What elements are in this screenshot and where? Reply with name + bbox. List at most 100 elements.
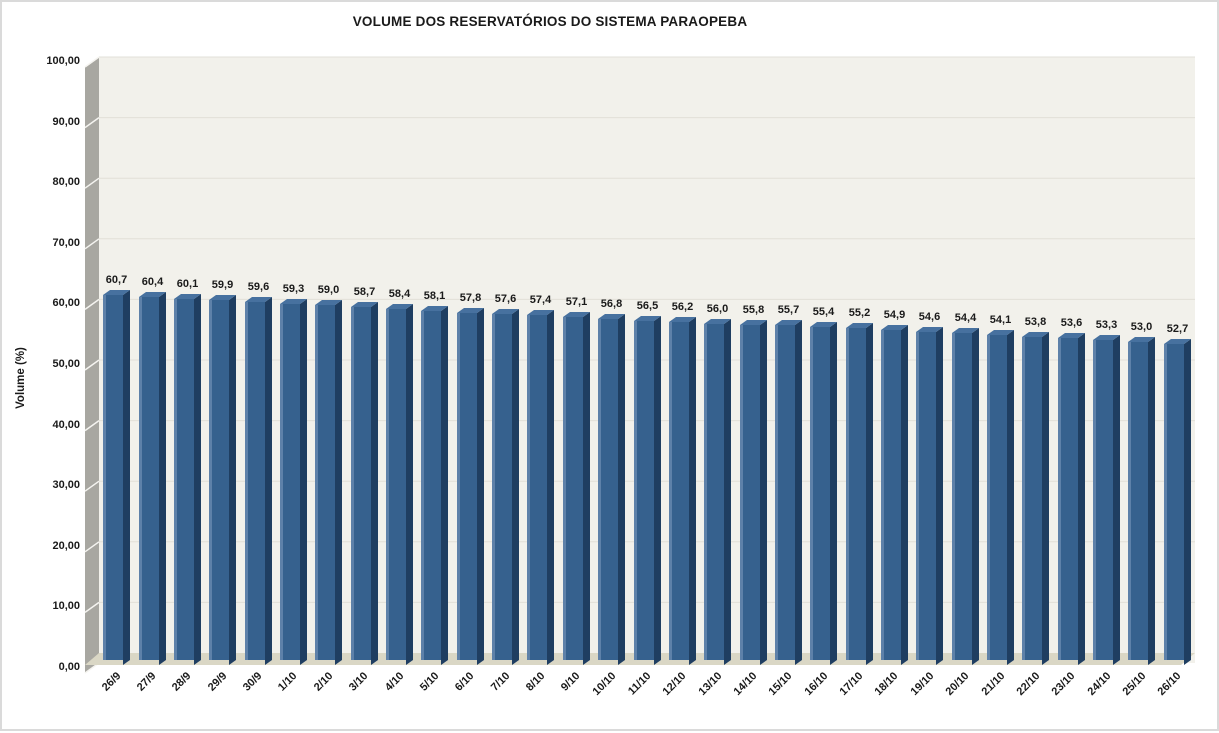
wall-tick xyxy=(84,480,100,492)
y-tick-label: 0,00 xyxy=(58,661,80,673)
bar-side-face xyxy=(901,325,908,665)
bar-front-face xyxy=(245,302,265,660)
bar-side-face xyxy=(654,316,661,665)
bar-top-face xyxy=(139,292,166,297)
bar-top-face xyxy=(1093,335,1120,340)
bar-data-label: 58,7 xyxy=(353,286,376,298)
bar-top-face xyxy=(563,312,590,317)
bar-front-face xyxy=(139,297,159,660)
bar-front-face xyxy=(457,313,477,660)
bar-front-face xyxy=(669,322,689,660)
y-tick-label: 80,00 xyxy=(52,176,80,189)
y-tick-label: 40,00 xyxy=(52,418,80,431)
bar-top-face xyxy=(704,319,731,324)
y-tick-label: 90,00 xyxy=(52,115,80,128)
wall-ticks xyxy=(84,56,100,674)
y-tick-label: 60,00 xyxy=(52,297,80,310)
bar-front-face xyxy=(209,300,229,660)
bar-front-face xyxy=(634,321,654,660)
wall-tick xyxy=(84,601,100,614)
wall-tick xyxy=(84,419,100,432)
bar-front-face xyxy=(704,324,724,660)
chart-title: VOLUME DOS RESERVATÓRIOS DO SISTEMA PARA… xyxy=(352,14,748,29)
y-tick-label: 50,00 xyxy=(52,358,80,370)
bar-front-face xyxy=(1164,344,1184,660)
bar-top-face xyxy=(846,323,873,328)
bar-front-face xyxy=(103,295,123,660)
bar-data-label: 58,4 xyxy=(388,288,411,300)
bar-data-label: 55,4 xyxy=(812,306,835,318)
bar-top-face xyxy=(916,327,943,332)
bar-side-face xyxy=(1042,332,1049,665)
bar-front-face xyxy=(280,304,300,660)
bar-top-face xyxy=(527,310,554,315)
bar-front-face xyxy=(174,299,194,660)
bar-data-label: 54,4 xyxy=(954,312,977,324)
bar-front-face xyxy=(740,325,760,660)
bar-top-face xyxy=(351,302,378,307)
bar-top-face xyxy=(810,322,837,327)
bar-data-label: 55,8 xyxy=(742,304,765,316)
bar-data-label: 53,8 xyxy=(1024,316,1047,328)
bar-top-face xyxy=(1022,332,1049,337)
bar-side-face xyxy=(229,295,236,665)
bar-front-face xyxy=(916,332,936,660)
bar-data-label: 59,3 xyxy=(282,283,305,295)
bar-data-label: 54,9 xyxy=(883,309,906,321)
bar-front-face xyxy=(492,314,512,660)
bar-side-face xyxy=(760,320,767,665)
bar-data-label: 53,0 xyxy=(1130,321,1153,333)
bar-side-face xyxy=(512,309,519,665)
y-tick-label: 70,00 xyxy=(52,236,80,249)
bar-side-face xyxy=(335,300,342,665)
bar-data-label: 60,7 xyxy=(105,274,128,286)
bar-top-face xyxy=(457,308,484,313)
bar-side-face xyxy=(795,320,802,665)
bar-side-face xyxy=(194,294,201,665)
bar-data-label: 56,0 xyxy=(706,303,729,315)
bar-front-face xyxy=(846,328,866,660)
bar-side-face xyxy=(265,297,272,665)
bar-side-face xyxy=(300,299,307,665)
bar-side-face xyxy=(1148,337,1155,665)
bar-top-face xyxy=(209,295,236,300)
bar-front-face xyxy=(315,305,335,660)
wall-tick xyxy=(84,116,100,129)
bar-data-label: 59,0 xyxy=(317,284,340,296)
bar-side-face xyxy=(371,302,378,665)
bar-side-face xyxy=(866,323,873,665)
wall-tick xyxy=(84,359,100,371)
bar-front-face xyxy=(527,315,547,660)
bar-top-face xyxy=(1164,339,1191,344)
wall-tick xyxy=(84,56,100,68)
bar-data-label: 59,6 xyxy=(247,281,270,293)
bar-data-label: 55,2 xyxy=(848,307,871,319)
bar-side-face xyxy=(618,314,625,665)
bar-data-label: 52,7 xyxy=(1166,323,1189,335)
bar-top-face xyxy=(598,314,625,319)
bar-front-face xyxy=(810,327,830,660)
bar-front-face xyxy=(598,319,618,660)
bar-data-label: 60,4 xyxy=(141,276,164,288)
bar-top-face xyxy=(952,328,979,333)
bar-data-label: 54,6 xyxy=(918,311,941,323)
bar-side-face xyxy=(123,290,130,665)
y-tick-label: 10,00 xyxy=(52,600,80,613)
bar-data-label: 53,6 xyxy=(1060,317,1083,329)
bar-side-face xyxy=(1078,333,1085,665)
bar-data-label: 55,7 xyxy=(777,304,800,316)
bar-top-face xyxy=(280,299,307,304)
bar-side-face xyxy=(972,328,979,665)
bar-data-label: 56,5 xyxy=(636,300,659,312)
bar-top-face xyxy=(669,317,696,322)
bar-front-face xyxy=(1022,337,1042,660)
bar-data-label: 60,1 xyxy=(176,278,199,290)
bar-front-face xyxy=(1093,340,1113,660)
bar-top-face xyxy=(634,316,661,321)
bar-top-face xyxy=(421,306,448,311)
bar-top-face xyxy=(386,304,413,309)
bar-data-label: 54,1 xyxy=(989,314,1012,326)
bar-side-face xyxy=(477,308,484,665)
bar-side-face xyxy=(583,312,590,665)
